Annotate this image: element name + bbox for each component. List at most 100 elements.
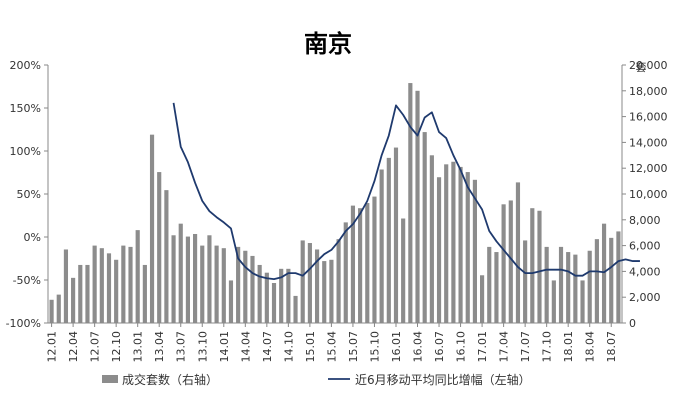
bar-67: [530, 208, 535, 323]
x-tick-label-12: 15.01: [304, 331, 317, 363]
bar-2: [63, 249, 69, 323]
bar-22: [207, 235, 212, 323]
bar-65: [515, 182, 521, 323]
bar-77: [601, 223, 607, 323]
bar-66: [523, 240, 528, 323]
right-tick-label-3: 6,000: [629, 240, 661, 253]
bar-56: [451, 161, 456, 323]
right-tick-label-10: 20,000: [629, 59, 668, 72]
bar-68: [537, 210, 542, 323]
legend: 成交套数（右轴） 近6月移动平均同比增幅（左轴）: [102, 372, 531, 387]
left-tick-label-3: 50%: [17, 188, 41, 201]
bar-63: [501, 204, 506, 323]
bar-49: [401, 218, 406, 323]
x-tick-label-14: 15.07: [347, 331, 360, 363]
x-tick-label-10: 14.07: [261, 331, 274, 363]
bar-57: [458, 166, 463, 323]
bar-27: [243, 250, 248, 323]
bar-47: [386, 157, 391, 323]
bar-62: [494, 252, 499, 323]
bar-16: [164, 190, 169, 323]
bar-41: [343, 222, 348, 323]
bar-18: [178, 223, 183, 323]
x-tick-label-19: 16.10: [455, 331, 468, 363]
x-tick-label-23: 17.10: [541, 331, 554, 363]
x-tick-label-20: 17.01: [476, 331, 489, 363]
bar-24: [221, 248, 226, 323]
x-tick-label-16: 16.01: [390, 331, 403, 363]
x-tick-label-5: 13.04: [153, 331, 166, 363]
right-tick-label-0: 0: [629, 317, 636, 330]
bar-44: [365, 203, 370, 323]
right-tick-label-4: 8,000: [629, 214, 661, 227]
bar-35: [300, 240, 305, 323]
bar-21: [200, 245, 205, 323]
bar-10: [121, 245, 126, 323]
bar-51: [415, 90, 420, 323]
right-tick-label-8: 16,000: [629, 111, 668, 124]
right-axis-ticks: 0 2,000 4,000 6,000 8,000 10,000 12,000 14,000 1…: [622, 59, 668, 330]
left-tick-label-2: 0%: [24, 231, 41, 244]
bar-48: [393, 147, 399, 323]
legend-swatch-bar: [102, 375, 118, 383]
bar-60: [480, 275, 485, 323]
bar-61: [487, 246, 492, 323]
bar-6: [92, 245, 97, 323]
x-tick-label-25: 18.04: [584, 331, 597, 363]
bar-33: [286, 268, 291, 323]
bar-58: [465, 172, 470, 323]
bar-9: [114, 259, 119, 323]
x-tick-label-24: 18.01: [562, 331, 575, 363]
x-tick-label-9: 14.04: [239, 331, 252, 363]
bar-72: [566, 252, 571, 323]
bar-34: [293, 295, 298, 323]
bar-52: [422, 132, 427, 323]
bar-69: [544, 246, 549, 323]
bar-31: [271, 283, 277, 323]
left-tick-label-4: 100%: [10, 145, 41, 158]
bar-19: [185, 236, 190, 323]
x-tick-label-0: 12.01: [46, 331, 59, 363]
bar-20: [193, 233, 198, 323]
x-tick-label-13: 15.04: [325, 331, 338, 363]
bar-0: [49, 299, 54, 323]
line-series-path: [172, 102, 640, 281]
bar-43: [358, 208, 363, 323]
bar-70: [551, 280, 556, 323]
x-tick-label-3: 12.10: [110, 331, 123, 363]
x-tick-label-26: 18.07: [605, 331, 618, 363]
bar-29: [257, 264, 262, 323]
right-axis-unit: 套: [636, 61, 647, 74]
bar-53: [429, 155, 434, 323]
bar-64: [508, 200, 513, 323]
bar-42: [350, 205, 356, 323]
x-axis-ticks: 12.01 12.04 12.07 12.10 13.01 13.04 13.07 13.10…: [46, 323, 618, 363]
bar-78: [609, 237, 614, 323]
bar-series: [49, 83, 621, 323]
bar-25: [228, 280, 234, 323]
x-tick-label-1: 12.04: [67, 331, 80, 363]
left-tick-label-6: 200%: [10, 59, 41, 72]
bar-30: [264, 272, 269, 323]
bar-26: [236, 246, 241, 323]
right-tick-label-1: 2,000: [629, 291, 661, 304]
x-tick-label-8: 14.01: [218, 331, 231, 363]
bar-40: [336, 239, 341, 323]
bar-39: [329, 259, 334, 323]
bar-73: [573, 254, 578, 323]
bar-11: [128, 246, 133, 323]
bar-3: [71, 277, 76, 323]
x-tick-label-15: 15.10: [368, 331, 381, 363]
bar-14: [149, 134, 155, 323]
bar-74: [580, 280, 585, 323]
bar-15: [157, 172, 162, 323]
bar-32: [279, 268, 284, 323]
left-tick-label-1: -50%: [13, 274, 41, 287]
x-tick-label-22: 17.07: [519, 331, 532, 363]
bar-36: [307, 243, 312, 323]
x-tick-label-2: 12.07: [89, 331, 102, 363]
right-tick-label-9: 18,000: [629, 85, 668, 98]
x-tick-label-21: 17.04: [498, 331, 511, 363]
bar-55: [444, 164, 449, 323]
